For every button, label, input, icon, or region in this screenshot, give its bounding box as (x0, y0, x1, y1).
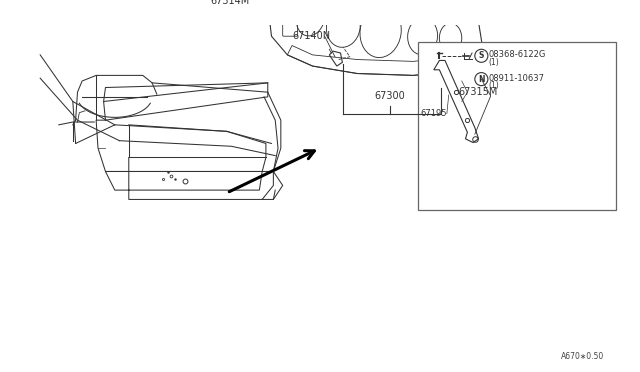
Text: 67300: 67300 (374, 90, 405, 100)
Text: 67315M: 67315M (458, 87, 497, 97)
Text: S: S (479, 51, 484, 60)
Bar (418, 42, 616, 210)
Text: 67314M: 67314M (211, 0, 250, 6)
Text: 08368-6122G: 08368-6122G (489, 50, 546, 60)
Text: 67195: 67195 (420, 109, 447, 118)
Text: 67140N: 67140N (292, 31, 330, 41)
Text: A670∗0.50: A670∗0.50 (561, 352, 605, 361)
Text: (1): (1) (489, 81, 500, 90)
Text: (1): (1) (489, 58, 500, 67)
Text: N: N (478, 75, 484, 84)
Text: 08911-10637: 08911-10637 (489, 74, 545, 83)
